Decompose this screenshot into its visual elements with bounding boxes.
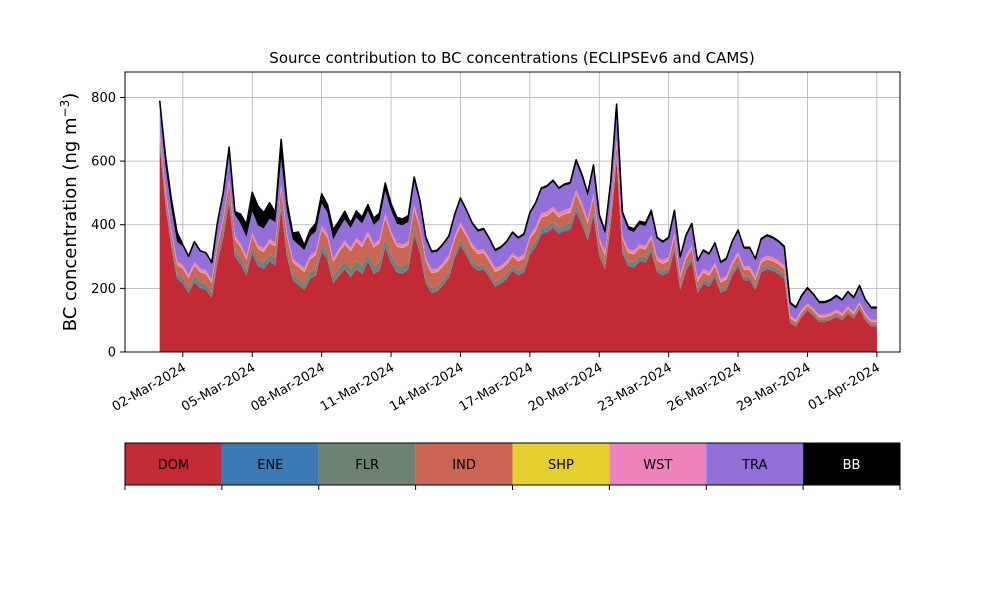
legend-label-ene: ENE <box>257 458 283 473</box>
chart-title: Source contribution to BC concentrations… <box>269 49 754 67</box>
x-tick-label: 20-Mar-2024 <box>526 360 605 414</box>
y-tick-label: 800 <box>91 91 116 106</box>
legend-colorbar: DOM ENE FLR IND SHP WST TRA BB <box>124 442 901 490</box>
x-tick-label: 01-Apr-2024 <box>806 360 883 413</box>
area-dom <box>159 145 877 352</box>
legend-label-flr: FLR <box>355 458 379 473</box>
legend-swatch-tra <box>706 443 804 485</box>
legend-label-shp: SHP <box>548 458 574 473</box>
x-tick-label: 11-Mar-2024 <box>318 360 397 414</box>
legend-swatch-flr <box>318 443 416 485</box>
y-tick-label: 200 <box>91 282 116 297</box>
legend-swatch-dom <box>125 443 222 485</box>
legend-label-dom: DOM <box>158 458 189 473</box>
x-axis: 02-Mar-202405-Mar-202408-Mar-202411-Mar-… <box>110 352 883 415</box>
y-tick-label: 600 <box>91 155 116 170</box>
x-tick-label: 17-Mar-2024 <box>457 360 536 414</box>
legend-swatch-bb <box>803 443 900 485</box>
legend-label-wst: WST <box>643 458 672 473</box>
y-axis: 0 200 400 600 800 <box>91 91 125 361</box>
area-tra <box>159 105 877 320</box>
x-tick-label: 23-Mar-2024 <box>596 360 675 414</box>
x-tick-label: 08-Mar-2024 <box>249 360 328 414</box>
plot-frame <box>124 71 901 353</box>
stacked-areas <box>159 100 877 352</box>
y-axis-label-main: BC concentration (ng m <box>60 117 81 331</box>
y-axis-label: BC concentration (ng m−3) <box>58 93 81 332</box>
y-axis-label-sup: −3 <box>58 100 72 118</box>
y-tick-label: 400 <box>91 218 116 233</box>
legend-swatch-ind <box>415 443 513 485</box>
y-tick-label: 0 <box>108 346 116 361</box>
legend-swatch-ene <box>221 443 319 485</box>
total-line <box>158 100 877 308</box>
legend-swatch-shp <box>512 443 610 485</box>
legend-label-ind: IND <box>452 458 476 473</box>
legend-label-tra: TRA <box>741 458 767 473</box>
legend-swatch-wst <box>609 443 707 485</box>
x-tick-label: 14-Mar-2024 <box>387 360 466 414</box>
total-outline <box>158 100 877 308</box>
x-tick-label: 26-Mar-2024 <box>665 360 744 414</box>
x-tick-label: 05-Mar-2024 <box>179 360 258 414</box>
x-tick-label: 02-Mar-2024 <box>110 360 189 414</box>
legend-label-bb: BB <box>843 458 861 473</box>
x-tick-label: 29-Mar-2024 <box>734 360 813 414</box>
y-axis-label-close: ) <box>60 93 81 100</box>
